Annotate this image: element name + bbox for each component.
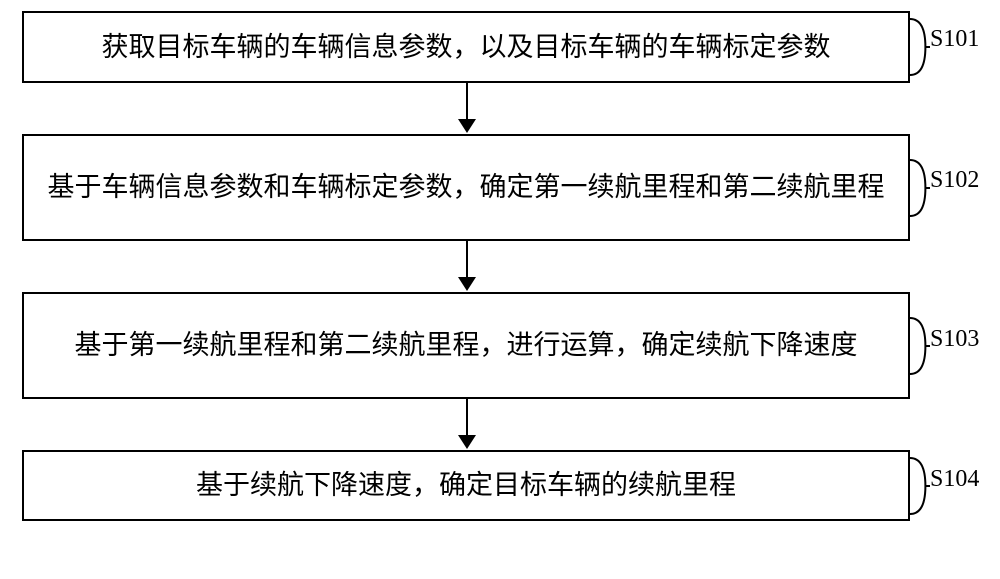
label-connector xyxy=(910,17,932,77)
flow-step-S101: 获取目标车辆的车辆信息参数，以及目标车辆的车辆标定参数 xyxy=(22,11,910,83)
arrow-down-head xyxy=(458,435,476,449)
flow-step-label: S101 xyxy=(930,26,979,53)
flow-step-label: S102 xyxy=(930,167,979,194)
arrow-down xyxy=(466,83,468,121)
arrow-down-head xyxy=(458,119,476,133)
label-connector xyxy=(910,158,932,218)
flow-step-text: 基于续航下降速度，确定目标车辆的续航里程 xyxy=(196,467,736,503)
arrow-down-head xyxy=(458,277,476,291)
flow-step-S103: 基于第一续航里程和第二续航里程，进行运算，确定续航下降速度 xyxy=(22,292,910,399)
arrow-down xyxy=(466,399,468,437)
flow-step-S102: 基于车辆信息参数和车辆标定参数，确定第一续航里程和第二续航里程 xyxy=(22,134,910,241)
flow-step-label: S104 xyxy=(930,466,979,493)
label-connector xyxy=(910,316,932,376)
flow-step-S104: 基于续航下降速度，确定目标车辆的续航里程 xyxy=(22,450,910,521)
flow-step-text: 基于第一续航里程和第二续航里程，进行运算，确定续航下降速度 xyxy=(75,327,858,363)
flow-step-label: S103 xyxy=(930,326,979,353)
flow-step-text: 基于车辆信息参数和车辆标定参数，确定第一续航里程和第二续航里程 xyxy=(48,169,885,205)
arrow-down xyxy=(466,241,468,279)
flow-step-text: 获取目标车辆的车辆信息参数，以及目标车辆的车辆标定参数 xyxy=(102,29,831,65)
label-connector xyxy=(910,456,932,516)
